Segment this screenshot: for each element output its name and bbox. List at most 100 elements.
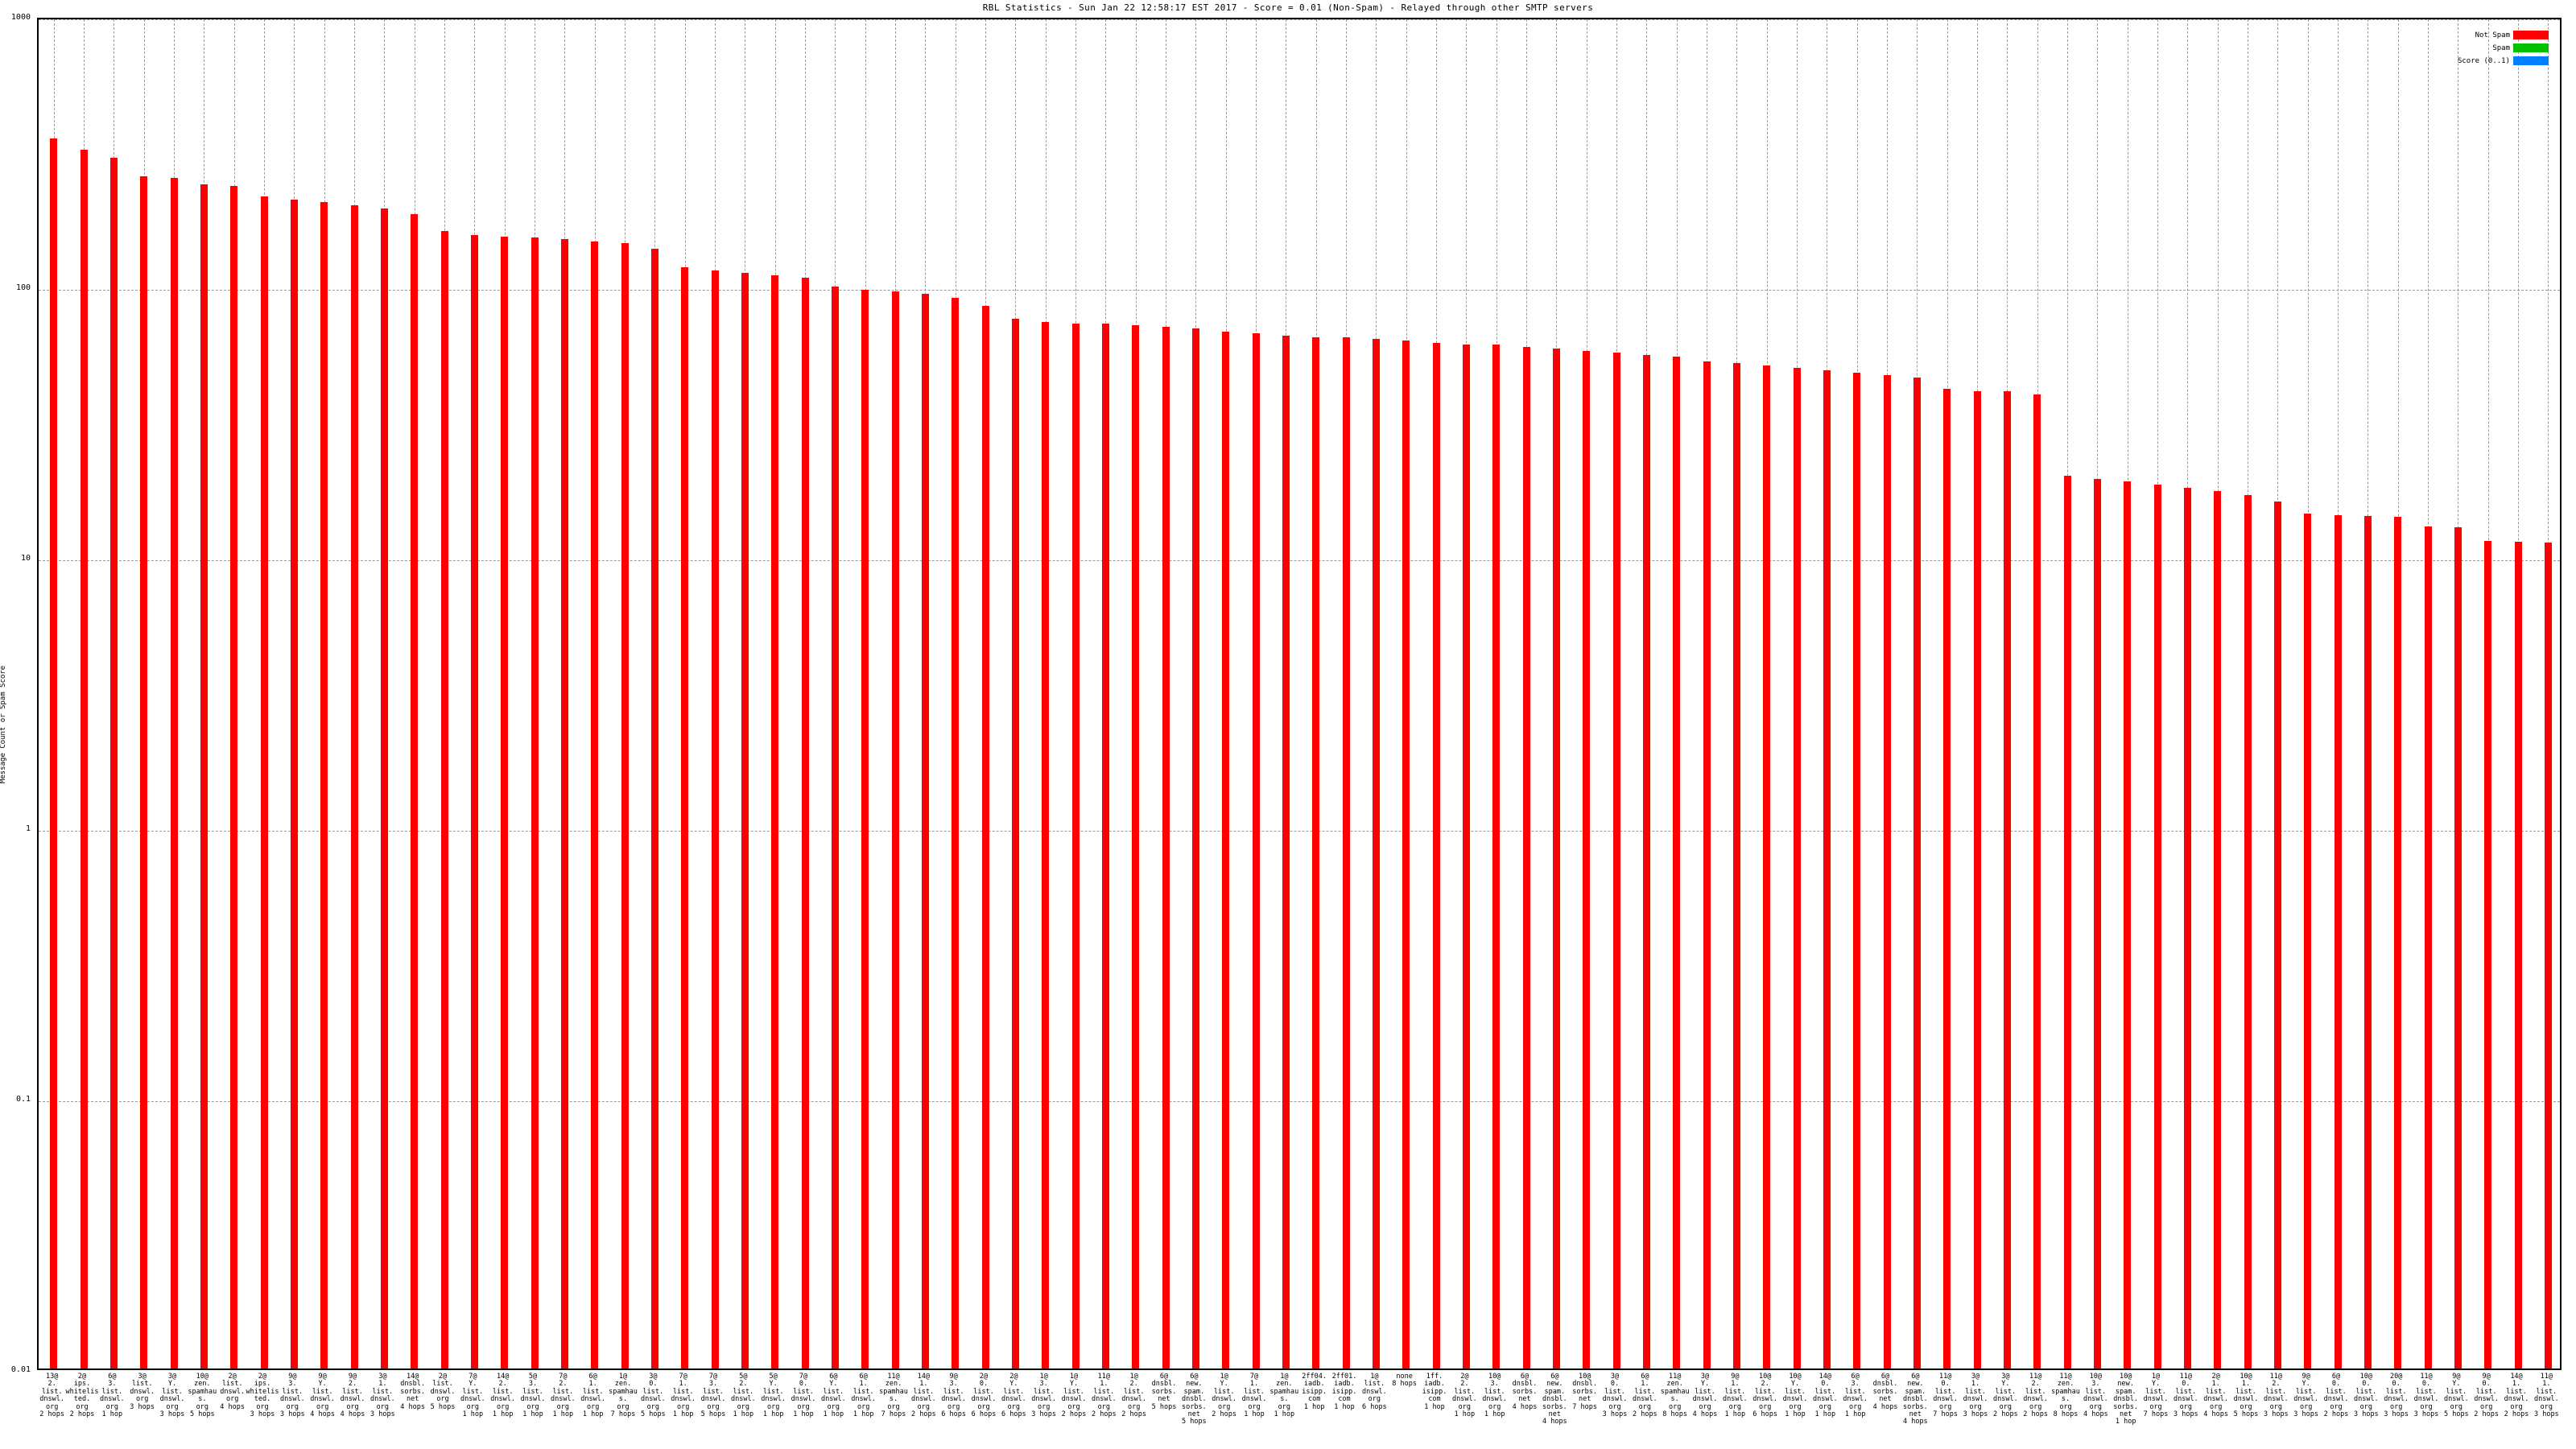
bar[interactable]: [711, 270, 719, 1368]
bar[interactable]: [741, 273, 749, 1368]
bar[interactable]: [681, 266, 689, 1368]
bar[interactable]: [2514, 541, 2522, 1368]
bar[interactable]: [1011, 319, 1019, 1368]
bar[interactable]: [2153, 485, 2161, 1368]
bar[interactable]: [771, 275, 779, 1368]
y-tick-label: 100: [15, 283, 31, 292]
bar[interactable]: [861, 290, 869, 1368]
bar[interactable]: [1853, 373, 1861, 1368]
x-tick-label: 11@ 1. list. dnswl. org 2 hops: [1091, 1373, 1117, 1419]
bar[interactable]: [290, 200, 298, 1368]
y-gridline: [39, 831, 2560, 832]
bar[interactable]: [1703, 361, 1711, 1368]
bar[interactable]: [1642, 354, 1650, 1368]
bar[interactable]: [1132, 324, 1140, 1368]
bar[interactable]: [1372, 339, 1380, 1368]
bar[interactable]: [1583, 350, 1591, 1368]
bar[interactable]: [1732, 363, 1740, 1368]
bar[interactable]: [50, 138, 58, 1368]
bar[interactable]: [801, 277, 809, 1368]
bar[interactable]: [2063, 475, 2071, 1368]
legend-item[interactable]: Score (0..1): [2458, 56, 2549, 65]
bar[interactable]: [2363, 515, 2372, 1368]
bar[interactable]: [230, 185, 238, 1368]
bar[interactable]: [1763, 365, 1771, 1368]
bar[interactable]: [650, 249, 658, 1368]
bar[interactable]: [1252, 333, 1260, 1368]
bar[interactable]: [411, 214, 419, 1368]
bar[interactable]: [440, 231, 448, 1368]
bar[interactable]: [2183, 488, 2191, 1368]
bar[interactable]: [1522, 346, 1530, 1368]
x-tick-label: 3@ Y. list. dnswl. org 4 hops: [1692, 1373, 1718, 1419]
x-tick-label: 7@ 1. list. dnswl. org 1 hop: [671, 1373, 696, 1419]
bar[interactable]: [1432, 342, 1440, 1368]
bar[interactable]: [2454, 526, 2462, 1368]
bar[interactable]: [1101, 323, 1109, 1368]
bar[interactable]: [2244, 494, 2252, 1368]
x-tick-label: 2@ 1. list. dnswl. org 4 hops: [2203, 1373, 2229, 1419]
bar[interactable]: [1823, 370, 1831, 1368]
bar[interactable]: [2334, 514, 2342, 1368]
bar[interactable]: [320, 202, 328, 1368]
bar[interactable]: [530, 237, 539, 1368]
bar[interactable]: [2124, 481, 2132, 1368]
bar[interactable]: [470, 235, 478, 1368]
bar[interactable]: [2093, 478, 2101, 1368]
bar[interactable]: [952, 297, 960, 1368]
bar[interactable]: [109, 157, 118, 1368]
bar[interactable]: [501, 236, 509, 1368]
bar[interactable]: [591, 241, 599, 1368]
bar[interactable]: [1793, 368, 1801, 1368]
bar[interactable]: [1071, 323, 1080, 1368]
bar[interactable]: [2273, 502, 2281, 1368]
bar[interactable]: [1282, 335, 1290, 1368]
legend-item[interactable]: Not Spam: [2475, 31, 2549, 39]
bar[interactable]: [1973, 391, 1981, 1368]
bar[interactable]: [981, 305, 989, 1368]
x-tick-label: 11@ 0. list. dnswl. org 3 hops: [2173, 1373, 2198, 1419]
bar[interactable]: [2394, 516, 2402, 1368]
bar[interactable]: [1222, 332, 1230, 1368]
bar[interactable]: [1042, 321, 1050, 1368]
bar[interactable]: [1883, 375, 1891, 1368]
bar[interactable]: [831, 287, 839, 1368]
bar[interactable]: [1162, 326, 1170, 1368]
bar[interactable]: [891, 291, 899, 1368]
x-tick-label: 3@ 0. list. dnswl. org 3 hops: [1602, 1373, 1628, 1419]
x-tick-label: 3@ Y. list. dnswl. org 3 hops: [159, 1373, 185, 1419]
bar[interactable]: [921, 294, 929, 1368]
bar[interactable]: [1312, 336, 1320, 1368]
bar[interactable]: [140, 176, 148, 1368]
bar[interactable]: [1913, 378, 1921, 1368]
x-tick-label: 11@ zen. spamhaus. org 8 hops: [1660, 1373, 1690, 1419]
bar[interactable]: [560, 238, 568, 1368]
bar[interactable]: [621, 242, 629, 1368]
bar[interactable]: [1492, 345, 1501, 1368]
bar[interactable]: [380, 208, 388, 1368]
x-tick-label: 10@ 3. list. dnswl. org 1 hop: [1482, 1373, 1508, 1419]
bar[interactable]: [2424, 526, 2432, 1368]
x-tick-label: 6@ dnsbl. sorbs. net 4 hops: [1872, 1373, 1898, 1411]
bar[interactable]: [1552, 349, 1560, 1368]
bar[interactable]: [2214, 491, 2222, 1368]
bar[interactable]: [1943, 388, 1951, 1368]
bar[interactable]: [2544, 543, 2552, 1368]
bar[interactable]: [170, 178, 178, 1368]
bar[interactable]: [1673, 357, 1681, 1368]
bar[interactable]: [2003, 391, 2011, 1368]
bar[interactable]: [2484, 540, 2492, 1368]
bar[interactable]: [1402, 341, 1410, 1368]
bar[interactable]: [1191, 328, 1199, 1368]
legend-item[interactable]: Spam: [2492, 43, 2549, 52]
bar[interactable]: [2304, 513, 2312, 1368]
bar[interactable]: [200, 184, 208, 1368]
bar[interactable]: [350, 204, 358, 1368]
bar[interactable]: [1462, 345, 1470, 1368]
bar[interactable]: [80, 150, 88, 1368]
bar[interactable]: [2033, 394, 2041, 1368]
bar[interactable]: [1342, 336, 1350, 1368]
x-tick-label: 10@ 3. list. dnswl. org 4 hops: [2083, 1373, 2108, 1419]
bar[interactable]: [1612, 353, 1620, 1368]
bar[interactable]: [260, 196, 268, 1368]
